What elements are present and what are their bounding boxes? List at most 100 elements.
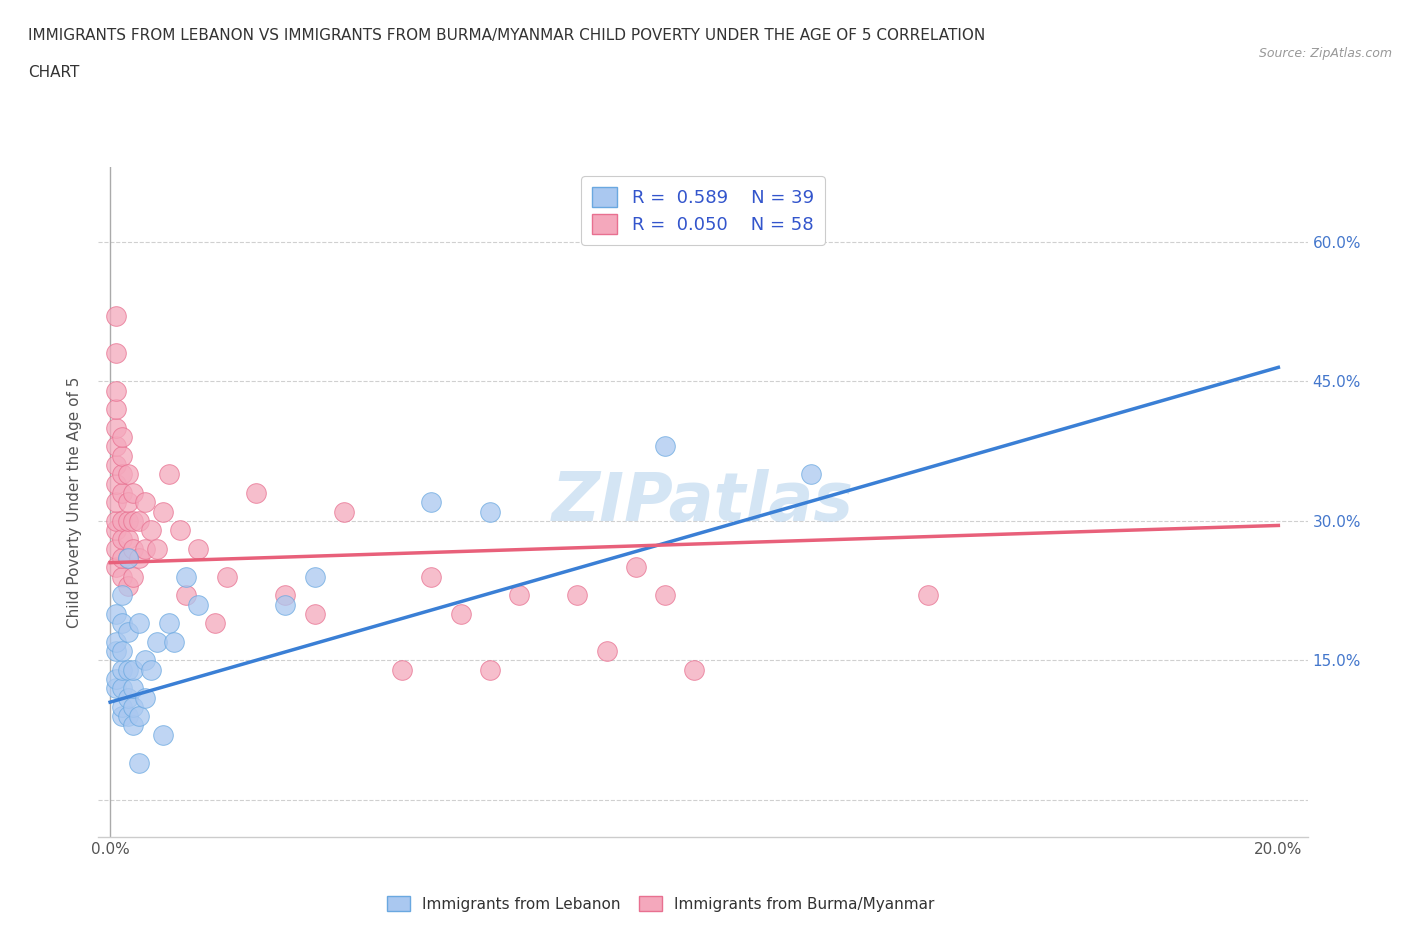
- Point: [111, 448, 134, 463]
- Point: [104, 634, 127, 649]
- Point: [683, 662, 706, 677]
- Point: [128, 513, 150, 528]
- Point: [117, 551, 139, 565]
- Text: Source: ZipAtlas.com: Source: ZipAtlas.com: [1258, 46, 1392, 60]
- Point: [157, 616, 180, 631]
- Point: [104, 346, 127, 361]
- Point: [654, 588, 676, 603]
- Point: [111, 588, 134, 603]
- Point: [104, 681, 127, 696]
- Point: [111, 709, 134, 724]
- Point: [104, 523, 127, 538]
- Text: IMMIGRANTS FROM LEBANON VS IMMIGRANTS FROM BURMA/MYANMAR CHILD POVERTY UNDER THE: IMMIGRANTS FROM LEBANON VS IMMIGRANTS FR…: [28, 28, 986, 43]
- Point: [111, 532, 134, 547]
- Point: [508, 588, 530, 603]
- Point: [274, 597, 297, 612]
- Point: [139, 662, 162, 677]
- Point: [304, 606, 326, 621]
- Point: [104, 606, 127, 621]
- Point: [111, 699, 134, 714]
- Point: [104, 402, 127, 417]
- Point: [104, 420, 127, 435]
- Point: [134, 495, 156, 510]
- Point: [134, 653, 156, 668]
- Point: [187, 597, 209, 612]
- Point: [104, 560, 127, 575]
- Point: [111, 681, 134, 696]
- Point: [152, 727, 174, 742]
- Point: [111, 551, 134, 565]
- Point: [134, 541, 156, 556]
- Point: [146, 541, 169, 556]
- Point: [117, 467, 139, 482]
- Point: [478, 504, 501, 519]
- Point: [122, 569, 145, 584]
- Point: [117, 690, 139, 705]
- Point: [117, 578, 139, 593]
- Point: [420, 569, 443, 584]
- Point: [304, 569, 326, 584]
- Point: [174, 588, 197, 603]
- Y-axis label: Child Poverty Under the Age of 5: Child Poverty Under the Age of 5: [67, 377, 83, 628]
- Point: [111, 430, 134, 445]
- Point: [128, 551, 150, 565]
- Point: [204, 616, 226, 631]
- Point: [104, 383, 127, 398]
- Point: [420, 495, 443, 510]
- Point: [274, 588, 297, 603]
- Point: [104, 671, 127, 686]
- Point: [450, 606, 472, 621]
- Point: [169, 523, 191, 538]
- Point: [654, 439, 676, 454]
- Point: [122, 513, 145, 528]
- Point: [917, 588, 939, 603]
- Point: [104, 513, 127, 528]
- Point: [187, 541, 209, 556]
- Point: [111, 513, 134, 528]
- Point: [117, 551, 139, 565]
- Point: [152, 504, 174, 519]
- Legend: R =  0.589    N = 39, R =  0.050    N = 58: R = 0.589 N = 39, R = 0.050 N = 58: [581, 177, 825, 246]
- Point: [117, 532, 139, 547]
- Point: [215, 569, 238, 584]
- Point: [111, 467, 134, 482]
- Point: [391, 662, 413, 677]
- Point: [128, 755, 150, 770]
- Point: [104, 309, 127, 324]
- Point: [122, 699, 145, 714]
- Point: [104, 439, 127, 454]
- Text: CHART: CHART: [28, 65, 80, 80]
- Point: [245, 485, 267, 500]
- Point: [111, 616, 134, 631]
- Text: ZIPatlas: ZIPatlas: [553, 470, 853, 535]
- Point: [111, 485, 134, 500]
- Point: [567, 588, 589, 603]
- Point: [104, 541, 127, 556]
- Point: [111, 662, 134, 677]
- Point: [139, 523, 162, 538]
- Point: [104, 458, 127, 472]
- Point: [122, 541, 145, 556]
- Point: [122, 485, 145, 500]
- Point: [117, 625, 139, 640]
- Point: [117, 513, 139, 528]
- Point: [117, 662, 139, 677]
- Point: [332, 504, 354, 519]
- Point: [122, 718, 145, 733]
- Point: [134, 690, 156, 705]
- Point: [111, 644, 134, 658]
- Point: [128, 709, 150, 724]
- Legend: Immigrants from Lebanon, Immigrants from Burma/Myanmar: Immigrants from Lebanon, Immigrants from…: [381, 889, 941, 918]
- Point: [595, 644, 617, 658]
- Point: [104, 644, 127, 658]
- Point: [128, 616, 150, 631]
- Point: [157, 467, 180, 482]
- Point: [122, 662, 145, 677]
- Point: [163, 634, 186, 649]
- Point: [478, 662, 501, 677]
- Point: [174, 569, 197, 584]
- Point: [104, 495, 127, 510]
- Point: [624, 560, 647, 575]
- Point: [111, 569, 134, 584]
- Point: [146, 634, 169, 649]
